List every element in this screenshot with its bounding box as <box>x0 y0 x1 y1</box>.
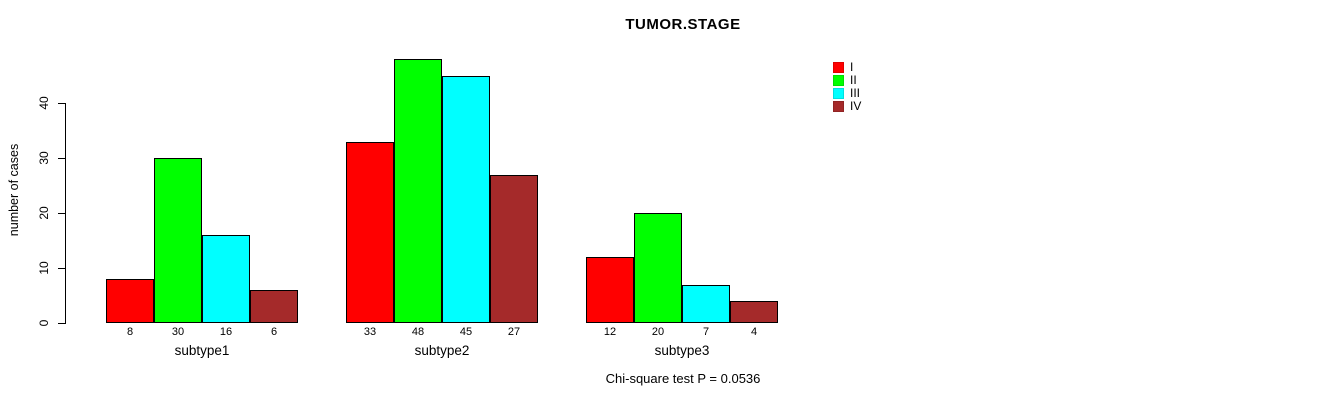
bar-subtype2-I <box>346 141 394 323</box>
legend-swatch-I <box>833 62 844 73</box>
legend-item-I: I <box>833 61 861 74</box>
bar-value-label: 7 <box>702 326 710 338</box>
bar-value-label: 48 <box>411 326 425 338</box>
legend-label: III <box>850 86 861 100</box>
x-category-label-subtype1: subtype1 <box>174 343 230 358</box>
bar-subtype1-IV <box>250 290 298 323</box>
y-axis-label: number of cases <box>7 143 21 237</box>
x-category-label-subtype2: subtype2 <box>414 343 470 358</box>
bar-subtype3-I <box>586 257 634 323</box>
bar-value-label: 30 <box>171 326 185 338</box>
y-tick-mark <box>58 323 65 324</box>
bar-value-label: 33 <box>363 326 377 338</box>
x-category-label-subtype3: subtype3 <box>654 343 710 358</box>
chart-title: TUMOR.STAGE <box>625 16 741 33</box>
legend: I II III IV <box>833 61 861 113</box>
bar-subtype2-IV <box>490 174 538 323</box>
y-axis-line <box>65 103 66 324</box>
legend-item-III: III <box>833 87 861 100</box>
bar-subtype2-II <box>394 59 442 323</box>
y-tick-label: 40 <box>37 96 51 110</box>
chi-square-annotation: Chi-square test P = 0.0536 <box>605 371 761 386</box>
bar-subtype3-IV <box>730 301 778 323</box>
bar-value-label: 16 <box>219 326 233 338</box>
legend-label: IV <box>850 99 862 113</box>
bar-value-label: 20 <box>651 326 665 338</box>
bar-value-label: 12 <box>603 326 617 338</box>
legend-swatch-II <box>833 75 844 86</box>
bar-value-label: 8 <box>126 326 134 338</box>
y-tick-label: 10 <box>37 261 51 275</box>
y-tick-mark <box>58 158 65 159</box>
bar-value-label: 45 <box>459 326 473 338</box>
legend-swatch-III <box>833 88 844 99</box>
legend-item-IV: IV <box>833 100 861 113</box>
bar-subtype1-II <box>154 158 202 323</box>
bar-value-label: 27 <box>507 326 521 338</box>
y-tick-label: 0 <box>37 319 51 327</box>
bar-subtype2-III <box>442 75 490 323</box>
bar-subtype1-III <box>202 235 250 323</box>
bar-value-label: 6 <box>270 326 278 338</box>
bar-subtype3-III <box>682 284 730 323</box>
y-tick-mark <box>58 213 65 214</box>
legend-item-II: II <box>833 74 861 87</box>
bar-subtype1-I <box>106 279 154 323</box>
bar-value-label: 4 <box>750 326 758 338</box>
legend-swatch-IV <box>833 101 844 112</box>
y-tick-mark <box>58 103 65 104</box>
y-tick-label: 20 <box>37 206 51 220</box>
legend-label: II <box>850 73 857 87</box>
y-tick-label: 30 <box>37 151 51 165</box>
y-tick-mark <box>58 268 65 269</box>
bar-subtype3-II <box>634 213 682 323</box>
legend-label: I <box>850 60 854 74</box>
